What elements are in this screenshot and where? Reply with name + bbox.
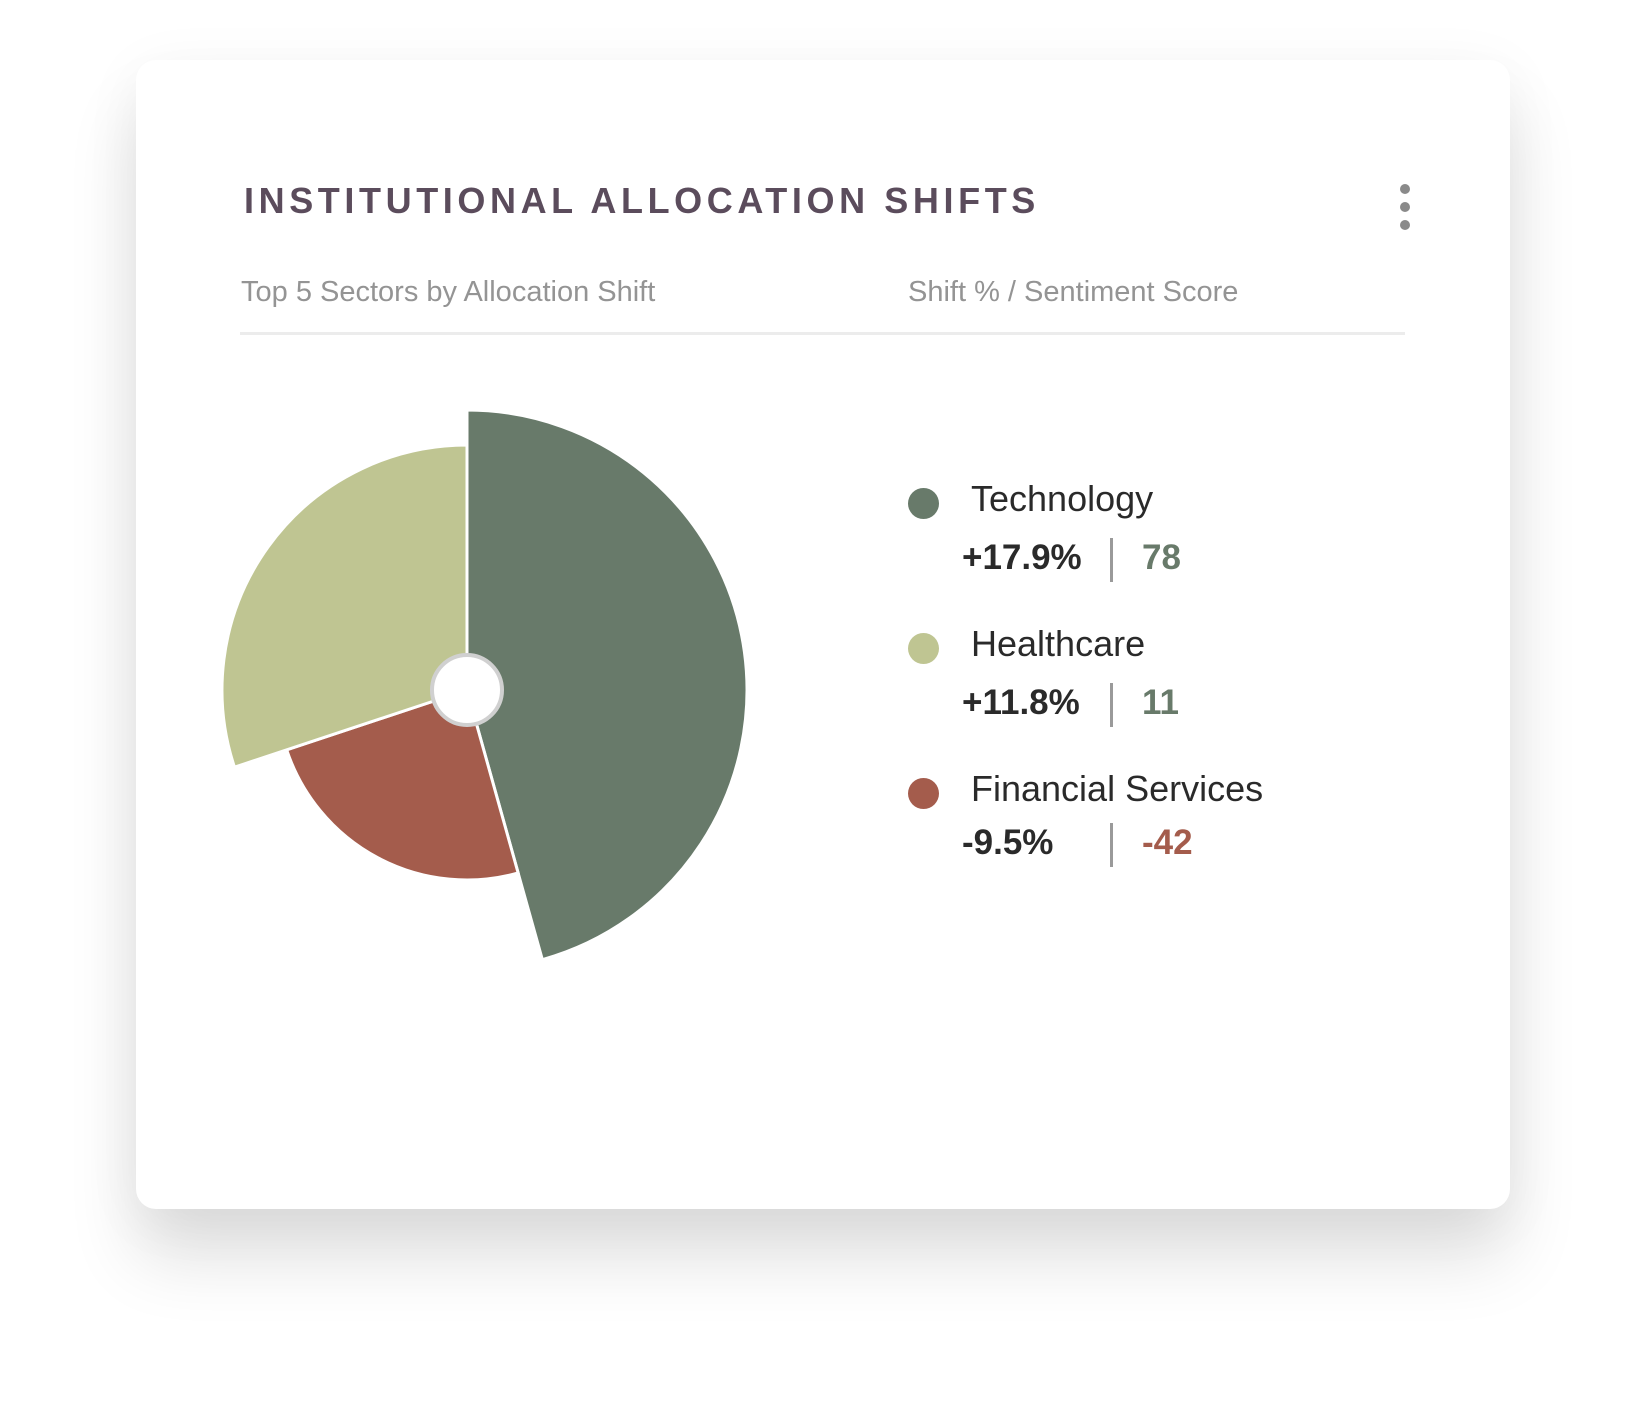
pie-center-hole <box>430 653 504 727</box>
menu-dot <box>1400 202 1410 212</box>
legend-column-header: Shift % / Sentiment Score <box>908 276 1239 308</box>
legend-separator <box>1110 823 1113 867</box>
allocation-card: INSTITUTIONAL ALLOCATION SHIFTS Top 5 Se… <box>136 60 1510 1209</box>
legend-name: Financial Services <box>971 768 1264 809</box>
legend-name: Healthcare <box>971 623 1146 664</box>
pie-chart <box>220 408 749 962</box>
pie-slice-technology[interactable] <box>465 408 749 962</box>
legend-separator <box>1110 538 1113 582</box>
menu-dot <box>1400 220 1410 230</box>
legend-separator <box>1110 683 1113 727</box>
more-vertical-icon[interactable] <box>1390 178 1420 238</box>
pie-slice-healthcare[interactable] <box>220 443 469 770</box>
header-divider <box>240 332 1405 335</box>
menu-dot <box>1400 184 1410 194</box>
pie-slice-financial-services[interactable] <box>284 688 520 882</box>
legend-score: 78 <box>1142 538 1181 577</box>
legend-score: 11 <box>1142 683 1179 722</box>
legend-score: -42 <box>1142 823 1193 862</box>
legend-dot-healthcare <box>908 633 939 664</box>
legend-name: Technology <box>971 478 1154 519</box>
legend-shift: -9.5% <box>962 823 1054 862</box>
legend-dot-financial-services <box>908 778 939 809</box>
chart-subtitle: Top 5 Sectors by Allocation Shift <box>241 276 656 308</box>
legend-shift: +17.9% <box>962 538 1082 577</box>
legend-shift: +11.8% <box>962 683 1080 722</box>
legend-dot-technology <box>908 488 939 519</box>
card-title: INSTITUTIONAL ALLOCATION SHIFTS <box>244 180 1040 221</box>
